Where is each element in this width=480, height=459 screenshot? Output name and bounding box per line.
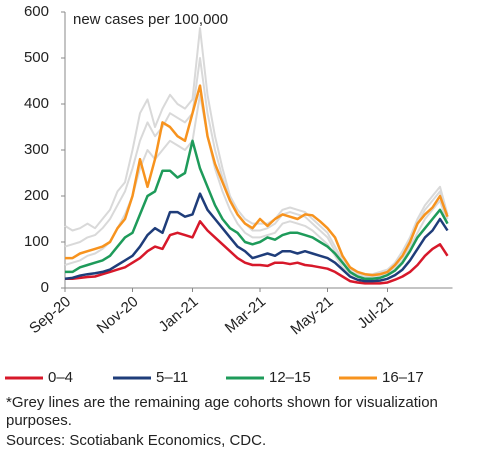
source: Sources: Scotiabank Economics, CDC. bbox=[6, 432, 267, 449]
series-line bbox=[64, 192, 449, 283]
series-line bbox=[65, 139, 449, 281]
x-tick-label: Jul-21 bbox=[354, 293, 396, 332]
y-tick-label: 500 bbox=[24, 49, 49, 66]
x-tick-label: Jan-21 bbox=[156, 293, 202, 336]
x-tick-label: Nov-20 bbox=[94, 293, 142, 337]
y-tick-label: 400 bbox=[24, 95, 49, 112]
x-tick-label: Sep-20 bbox=[26, 293, 74, 337]
series-line bbox=[65, 220, 449, 285]
y-tick-label: 0 bbox=[41, 279, 49, 296]
x-tick-label: Mar-21 bbox=[222, 293, 269, 337]
y-tick-label: 600 bbox=[24, 3, 49, 20]
chart: new cases per 100,000 0 100 200 300 400 500 60… bbox=[5, 3, 453, 386]
series-line bbox=[65, 84, 449, 277]
y-tick-label: 300 bbox=[24, 141, 49, 158]
y-tick-label: 200 bbox=[24, 187, 49, 204]
x-tick-label: May-21 bbox=[287, 293, 336, 338]
legend-label: 16–17 bbox=[382, 369, 424, 386]
legend-label: 0–4 bbox=[48, 369, 73, 386]
note: *Grey lines are the remaining age cohort… bbox=[6, 394, 438, 429]
legend-label: 5–11 bbox=[156, 369, 188, 386]
legend-label: 12–15 bbox=[269, 369, 311, 386]
y-tick-label: 100 bbox=[24, 233, 49, 250]
y-axis-label: new cases per 100,000 bbox=[73, 11, 228, 28]
